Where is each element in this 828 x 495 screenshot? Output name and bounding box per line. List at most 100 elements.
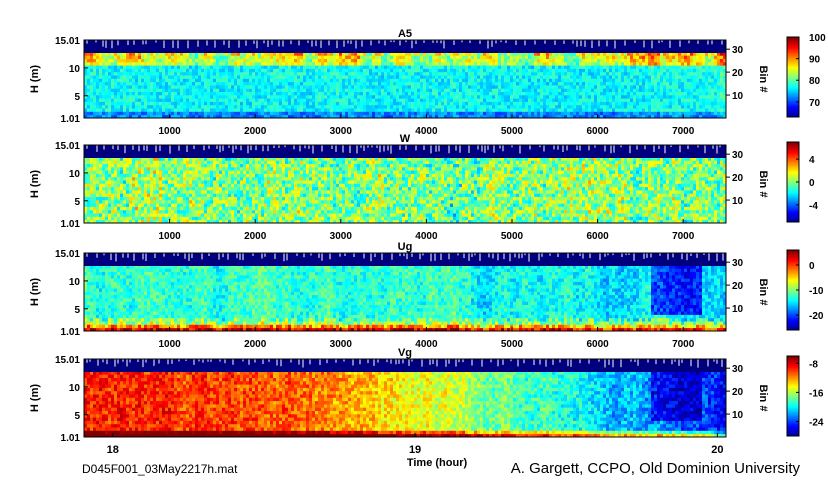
colorbar-tick-label: 80 [809, 76, 821, 87]
y-tick-label: 10 [69, 169, 81, 180]
panel-title: W [400, 133, 411, 145]
y-tick-label: 5 [74, 92, 80, 103]
x-tick-label: 6000 [586, 126, 609, 137]
x-tick-label: 18 [107, 444, 119, 456]
x-tick-label: 20 [711, 444, 723, 456]
colorbar-tick-label: 4 [809, 155, 815, 166]
colorbar-a5: 70 80 90 100 [786, 33, 826, 118]
x-tick-label: 7000 [672, 126, 695, 137]
y-tick-label: 10 [69, 277, 81, 288]
y-tick-label: 10 [69, 64, 81, 75]
colorbar-tick-label: 100 [809, 33, 826, 44]
colorbar-tick-label: -10 [809, 286, 824, 297]
colorbar-tick-label: -8 [809, 359, 818, 370]
file-label: D045F001_03May2217h.mat [82, 462, 238, 476]
bin-axis-label: Bin # [757, 385, 769, 412]
x-tick-label: 3000 [330, 126, 353, 137]
colorbar-tick-label: 70 [809, 98, 821, 109]
bin-tick-label: 30 [732, 150, 744, 161]
y-tick-label: 15.01 [55, 36, 80, 47]
surface-mask [84, 40, 726, 53]
plot-frame [83, 252, 727, 332]
panel-title: Vg [398, 347, 412, 359]
heatmap-w [84, 157, 727, 224]
x-tick-label: 5000 [501, 339, 524, 350]
panel-w: W 1.01 5 10 15.01 H (m) 10 20 30 Bin # 1000 2000 300… [29, 133, 818, 242]
x-tick-label: 2000 [244, 126, 267, 137]
colorbar-tick-label: -24 [809, 417, 824, 428]
y-tick-label: 1.01 [61, 219, 81, 230]
y-tick-label: 15.01 [55, 249, 80, 260]
y-axis-label: H (m) [29, 384, 41, 412]
bin-tick-label: 30 [732, 364, 744, 375]
bin-tick-label: 30 [732, 258, 744, 269]
x-tick-label: 2000 [244, 231, 267, 242]
y-tick-label: 5 [74, 305, 80, 316]
panel-ug: Ug 1.01 5 10 15.01 H (m) 10 20 30 Bin # 1000 2000 30… [29, 241, 824, 350]
x-tick-label: 1000 [158, 339, 181, 350]
y-axis-label: H (m) [29, 65, 41, 93]
colorbar-tick-label: -4 [809, 201, 818, 212]
y-tick-label: 5 [74, 197, 80, 208]
y-tick-label: 15.01 [55, 355, 80, 366]
bin-tick-label: 10 [732, 91, 744, 102]
panel-title: Ug [398, 241, 413, 253]
bin-tick-label: 10 [732, 410, 744, 421]
panel-title: A5 [398, 28, 412, 40]
colorbar-tick-label: -20 [809, 311, 824, 322]
y-tick-label: 10 [69, 383, 81, 394]
surface-mask [84, 253, 726, 266]
y-axis-label: H (m) [29, 170, 41, 198]
bin-tick-label: 20 [732, 281, 744, 292]
plot-frame [83, 358, 727, 438]
heatmap-vg [84, 371, 727, 438]
bin-tick-label: 20 [732, 387, 744, 398]
y-tick-label: 15.01 [55, 141, 80, 152]
x-tick-label: 3000 [330, 339, 353, 350]
y-tick-label: 1.01 [61, 433, 81, 444]
colorbar-tick-label: 0 [809, 178, 815, 189]
bin-axis-label: Bin # [757, 66, 769, 93]
x-tick-label: 7000 [672, 339, 695, 350]
y-tick-label: 1.01 [61, 114, 81, 125]
surface-mask [84, 359, 726, 372]
x-tick-label: 4000 [415, 231, 438, 242]
x-tick-label: 4000 [415, 126, 438, 137]
credit-label: A. Gargett, CCPO, Old Dominion Universit… [510, 460, 800, 477]
heatmap-a5 [84, 52, 727, 119]
x-tick-label: 6000 [586, 231, 609, 242]
x-tick-label: 5000 [501, 126, 524, 137]
x-tick-label: 1000 [158, 126, 181, 137]
colorbar-tick-label: 0 [809, 261, 815, 272]
y-tick-label: 5 [74, 411, 80, 422]
surface-mask [84, 145, 726, 158]
colorbar-tick-label: 90 [809, 55, 821, 66]
colorbar-ug: -20 -10 0 [786, 249, 824, 331]
x-tick-label: 5000 [501, 231, 524, 242]
x-tick-label: 7000 [672, 231, 695, 242]
bin-tick-label: 10 [732, 304, 744, 315]
x-tick-label: 3000 [330, 231, 353, 242]
heatmap-ug [84, 265, 727, 332]
colorbar-w: -4 0 4 [786, 141, 818, 223]
x-axis-label: Time (hour) [407, 457, 468, 469]
bin-tick-label: 20 [732, 68, 744, 79]
plot-frame [83, 39, 727, 119]
y-axis-label: H (m) [29, 278, 41, 306]
x-tick-label: 4000 [415, 339, 438, 350]
plot-frame [83, 144, 727, 224]
y-tick-label: 1.01 [61, 327, 81, 338]
x-tick-label: 2000 [244, 339, 267, 350]
bin-tick-label: 30 [732, 45, 744, 56]
colorbar-tick-label: -16 [809, 388, 824, 399]
bin-axis-label: Bin # [757, 171, 769, 198]
bin-tick-label: 10 [732, 196, 744, 207]
bin-tick-label: 20 [732, 173, 744, 184]
x-tick-label: 6000 [586, 339, 609, 350]
x-tick-label: 19 [409, 444, 421, 456]
colorbar-vg: -24 -16 -8 [786, 355, 824, 437]
bin-axis-label: Bin # [757, 279, 769, 306]
x-tick-label: 1000 [158, 231, 181, 242]
